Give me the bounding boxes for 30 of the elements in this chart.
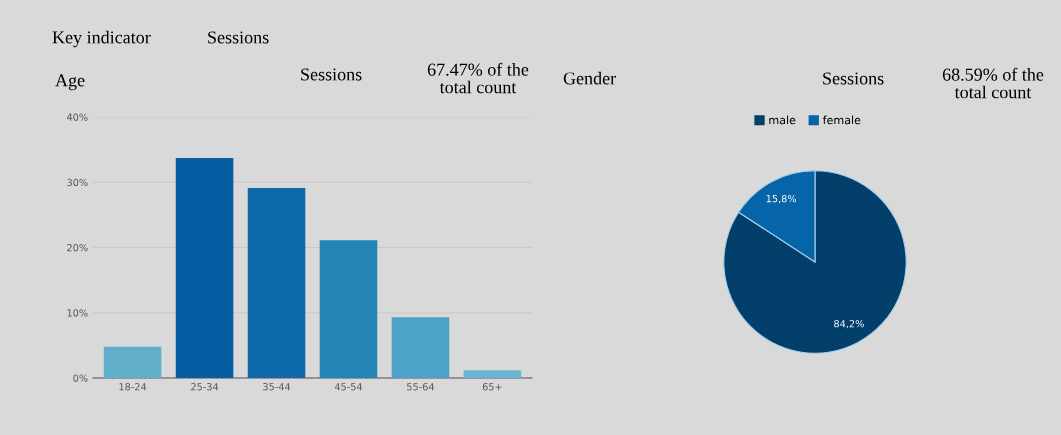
data-label: 15,8% — [766, 194, 797, 204]
text: Sessions — [823, 72, 884, 85]
x-tick-label: 45-54 — [334, 383, 363, 391]
text: Sessions — [208, 31, 269, 44]
text: Sessions — [301, 68, 362, 81]
x-tick-label: 35-44 — [263, 383, 291, 391]
y-tick-label: 0% — [73, 374, 88, 382]
data-label: 84,2% — [834, 320, 864, 329]
text: 67.47% of the total count — [427, 62, 529, 94]
pie-slice — [723, 170, 907, 354]
chart-title: Gender — [563, 71, 616, 85]
y-tick-label: 10% — [67, 309, 88, 317]
y-tick-label: 20% — [67, 243, 88, 252]
x-tick-label: 65+ — [482, 383, 502, 391]
legend-label: male — [769, 115, 796, 125]
legend-label: female — [822, 115, 861, 125]
x-tick-label: 25-34 — [191, 383, 219, 391]
text: Key indicator — [52, 30, 151, 48]
bar — [319, 240, 378, 378]
bar — [463, 370, 522, 378]
text: 68.59% of the total count — [942, 67, 1044, 99]
x-tick-label: 18-24 — [119, 383, 147, 391]
chart-title: Age — [55, 74, 85, 91]
bar — [247, 188, 306, 378]
y-tick-label: 40% — [67, 113, 88, 121]
x-tick-label: 55-64 — [407, 383, 435, 391]
y-tick-label: 30% — [67, 178, 88, 187]
bar — [391, 317, 450, 378]
bar — [103, 346, 162, 378]
bar — [175, 158, 234, 378]
